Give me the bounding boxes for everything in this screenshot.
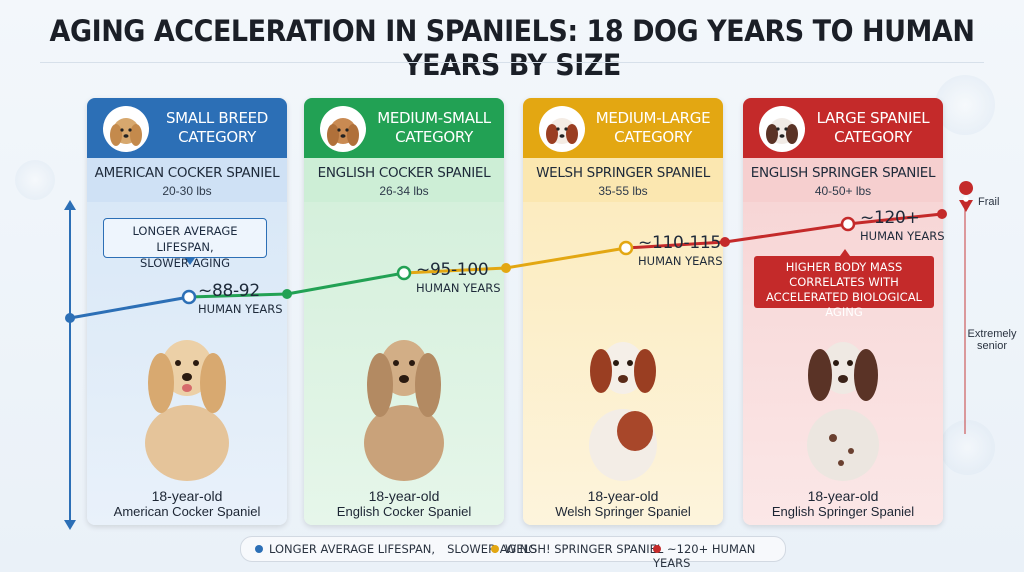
dog-caption: 18-year-old Welsh Springer Spaniel: [523, 488, 723, 520]
breed-weight: 20-30 lbs: [162, 184, 212, 198]
dog-caption: 18-year-old American Cocker Spaniel: [87, 488, 287, 520]
frail-label: Frail: [978, 196, 1000, 208]
breed-name: ENGLISH SPRINGER SPANIEL: [750, 165, 936, 181]
header-line1: MEDIUM-LARGE: [595, 109, 711, 127]
callout-line3: ACCELERATED BIOLOGICAL AGING: [766, 290, 922, 319]
human-years-value: ~110-115 HUMAN YEARS: [638, 233, 723, 268]
dog-caption: 18-year-old English Cocker Spaniel: [304, 488, 504, 520]
callout-line1: LONGER AVERAGE LIFESPAN,: [132, 224, 238, 254]
human-years-value: ~120+ HUMAN YEARS: [860, 208, 945, 243]
human-years-number: ~110-115: [638, 233, 721, 253]
dog-avatar: [320, 106, 366, 152]
breed-name: AMERICAN COCKER SPANIEL: [94, 165, 280, 181]
human-years-value: ~95-100 HUMAN YEARS: [416, 260, 501, 295]
human-years-number: ~120+: [860, 208, 920, 228]
background-bubble: [935, 75, 995, 135]
vertical-axis-arrow: [64, 200, 76, 530]
breed-name: ENGLISH COCKER SPANIEL: [317, 165, 491, 181]
breed-band: WELSH SPRINGER SPANIEL 35-55 lbs: [523, 158, 723, 202]
category-card-medium-large: MEDIUM-LARGE CATEGORY WELSH SPRINGER SPA…: [523, 98, 723, 525]
breed-weight: 35-55 lbs: [598, 184, 648, 198]
header-line2: CATEGORY: [614, 128, 692, 146]
human-years-number: ~88-92: [198, 281, 260, 301]
category-card-medium-small: MEDIUM-SMALL CATEGORY ENGLISH COCKER SPA…: [304, 98, 504, 525]
legend: LONGER AVERAGE LIFESPAN, SLOWER AGING WEL…: [240, 536, 786, 570]
breed-band: AMERICAN COCKER SPANIEL 20-30 lbs: [87, 158, 287, 202]
header-line2: CATEGORY: [178, 128, 256, 146]
caption-age: 18-year-old: [807, 488, 879, 504]
body-mass-callout: HIGHER BODY MASS CORRELATES WITH ACCELER…: [754, 256, 934, 319]
legend-text: ~120+ HUMAN YEARS: [653, 542, 756, 570]
legend-text: WELSH! SPRINGER SPANIEL: [505, 542, 664, 556]
dog-avatar: [759, 106, 805, 152]
card-header: MEDIUM-LARGE CATEGORY: [523, 98, 723, 158]
caption-breed: English Cocker Spaniel: [336, 504, 472, 519]
dog-avatar: [539, 106, 585, 152]
caption-breed: American Cocker Spaniel: [113, 504, 261, 519]
card-header: LARGE SPANIEL CATEGORY: [743, 98, 943, 158]
card-header-title: MEDIUM-SMALL CATEGORY: [366, 109, 502, 147]
human-years-label: HUMAN YEARS: [860, 229, 945, 243]
legend-dot: [653, 545, 661, 553]
card-header: MEDIUM-SMALL CATEGORY: [304, 98, 504, 158]
human-years-number: ~95-100: [416, 260, 489, 280]
caption-age: 18-year-old: [151, 488, 223, 504]
human-years-label: HUMAN YEARS: [198, 302, 283, 316]
header-line1: LARGE SPANIEL: [816, 109, 930, 127]
header-line2: CATEGORY: [834, 128, 912, 146]
header-line2: CATEGORY: [395, 128, 473, 146]
human-years-label: HUMAN YEARS: [416, 281, 501, 295]
caption-breed: Welsh Springer Spaniel: [555, 504, 691, 519]
caption-age: 18-year-old: [368, 488, 440, 504]
background-bubble: [15, 160, 55, 200]
breed-weight: 40-50+ lbs: [814, 184, 872, 198]
callout-line1: HIGHER BODY MASS: [785, 260, 903, 274]
card-header-title: LARGE SPANIEL CATEGORY: [805, 109, 941, 147]
lifespan-callout: LONGER AVERAGE LIFESPAN, SLOWER AGING: [103, 218, 267, 270]
legend-item-yellow: WELSH! SPRINGER SPANIEL: [491, 542, 663, 556]
dog-photo: [807, 342, 879, 481]
dog-photo: [145, 340, 229, 481]
breed-weight: 26-34 lbs: [379, 184, 429, 198]
card-header-title: MEDIUM-LARGE CATEGORY: [585, 109, 721, 147]
caption-age: 18-year-old: [587, 488, 659, 504]
breed-band: ENGLISH SPRINGER SPANIEL 40-50+ lbs: [743, 158, 943, 202]
breed-band: ENGLISH COCKER SPANIEL 26-34 lbs: [304, 158, 504, 202]
page-title: AGING ACCELERATION IN SPANIELS: 18 DOG Y…: [49, 14, 975, 82]
human-years-value: ~88-92 HUMAN YEARS: [198, 281, 283, 316]
human-years-label: HUMAN YEARS: [638, 254, 723, 268]
extremely-senior-line2: senior: [977, 340, 1007, 352]
extremely-senior-line1: Extremely: [967, 328, 1017, 340]
card-header: SMALL BREED CATEGORY: [87, 98, 287, 158]
extremely-senior-label: Extremely senior: [960, 328, 1024, 352]
legend-dot: [491, 545, 499, 553]
header-line1: MEDIUM-SMALL: [377, 109, 491, 127]
background-bubble: [940, 420, 995, 475]
legend-dot: [255, 545, 263, 553]
dog-avatar: [103, 106, 149, 152]
dog-photo: [364, 340, 444, 481]
header-line1: SMALL BREED: [165, 109, 269, 127]
title-divider: [40, 62, 984, 63]
callout-line2: CORRELATES WITH: [789, 275, 899, 289]
caption-breed: English Springer Spaniel: [771, 504, 915, 519]
right-axis-line: [964, 202, 966, 434]
callout-line2: SLOWER AGING: [139, 256, 231, 270]
card-header-title: SMALL BREED CATEGORY: [149, 109, 285, 147]
dog-caption: 18-year-old English Springer Spaniel: [743, 488, 943, 520]
legend-item-red: ~120+ HUMAN YEARS: [653, 542, 785, 570]
dog-photo: [589, 342, 657, 481]
breed-name: WELSH SPRINGER SPANIEL: [536, 165, 710, 181]
legend-text: LONGER AVERAGE LIFESPAN,: [269, 542, 436, 556]
